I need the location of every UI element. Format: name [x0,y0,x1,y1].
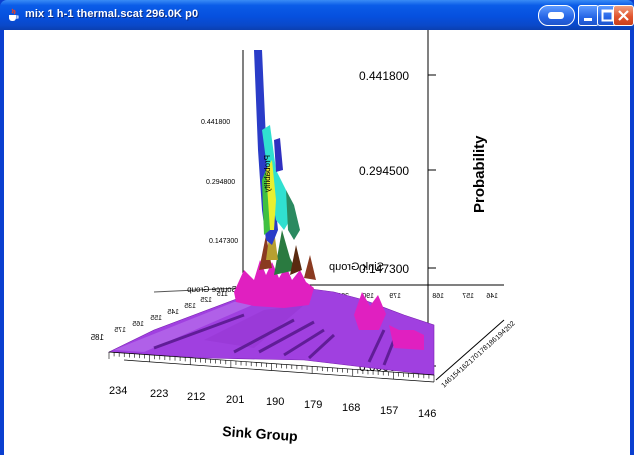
z-tick-right-2: 0.147300 [359,262,409,276]
z-axis-title: Probability [471,135,488,213]
mirrored-sink-group-label: Sink Group [329,261,384,273]
mirrored-tick-190: 190 [362,293,374,300]
depth-axis-labels: 146 154 162 170 178 186 194 202 [440,320,516,389]
x-tick-212: 212 [187,391,205,403]
left-tick-0: 185 [90,333,104,342]
minimize-icon [584,18,592,21]
plot-canvas[interactable]: 0.441800 0.294500 0.147300 0.000000 0.44… [4,30,630,455]
left-tick-2: 165 [132,321,144,328]
close-button[interactable] [613,5,634,26]
minimize-button[interactable] [578,5,599,26]
z-tick-left-1: 0.294800 [206,179,235,186]
left-tick-7: 115 [217,291,228,298]
surface-plot-3d: 0.441800 0.294500 0.147300 0.000000 0.44… [90,30,517,444]
x-tick-168: 168 [342,402,360,414]
x-tick-179: 179 [304,399,322,411]
depth-axis [435,319,505,381]
left-depth-labels: 185 175 165 155 145 135 125 115 [90,291,228,342]
title-bar[interactable]: mix 1 h-1 thermal.scat 296.0K p0 [0,0,634,30]
mirrored-tick-146: 146 [486,293,498,300]
x-axis-title: Sink Group [222,423,298,444]
magenta-band [234,260,424,350]
x-tick-157: 157 [380,405,398,417]
mirrored-tick-168: 168 [432,293,444,300]
left-tick-6: 125 [200,297,212,304]
x-tick-201: 201 [226,394,244,406]
z-tick-left-2: 0.147300 [209,238,238,245]
z-tick-left-0: 0.441800 [201,119,230,126]
x-tick-146: 146 [418,408,436,420]
mirrored-tick-179: 179 [389,293,401,300]
left-tick-3: 155 [150,315,162,322]
x-axis-minor-ticks [108,352,435,382]
mirrored-probability-label: Probability [263,155,272,192]
window-title: mix 1 h-1 thermal.scat 296.0K p0 [25,8,199,20]
z-tick-right-1: 0.294500 [359,164,409,178]
right-z-ticks [428,74,436,367]
java-cup-icon [9,8,19,21]
mirrored-tick-157: 157 [462,293,474,300]
main-peak [254,50,300,245]
z-tick-right-0: 0.441800 [359,69,409,83]
menu-button[interactable] [538,5,575,26]
depth-tick-7: 202 [503,320,516,333]
x-tick-234: 234 [109,385,127,397]
left-tick-1: 175 [114,327,126,334]
left-tick-5: 135 [184,303,196,310]
left-tick-4: 145 [167,309,179,316]
x-tick-190: 190 [266,396,284,408]
x-tick-223: 223 [150,388,168,400]
menu-icon [548,12,564,19]
maximize-icon [601,9,614,22]
mirrored-source-group-label: Source Group [187,285,237,294]
close-icon [618,10,629,21]
